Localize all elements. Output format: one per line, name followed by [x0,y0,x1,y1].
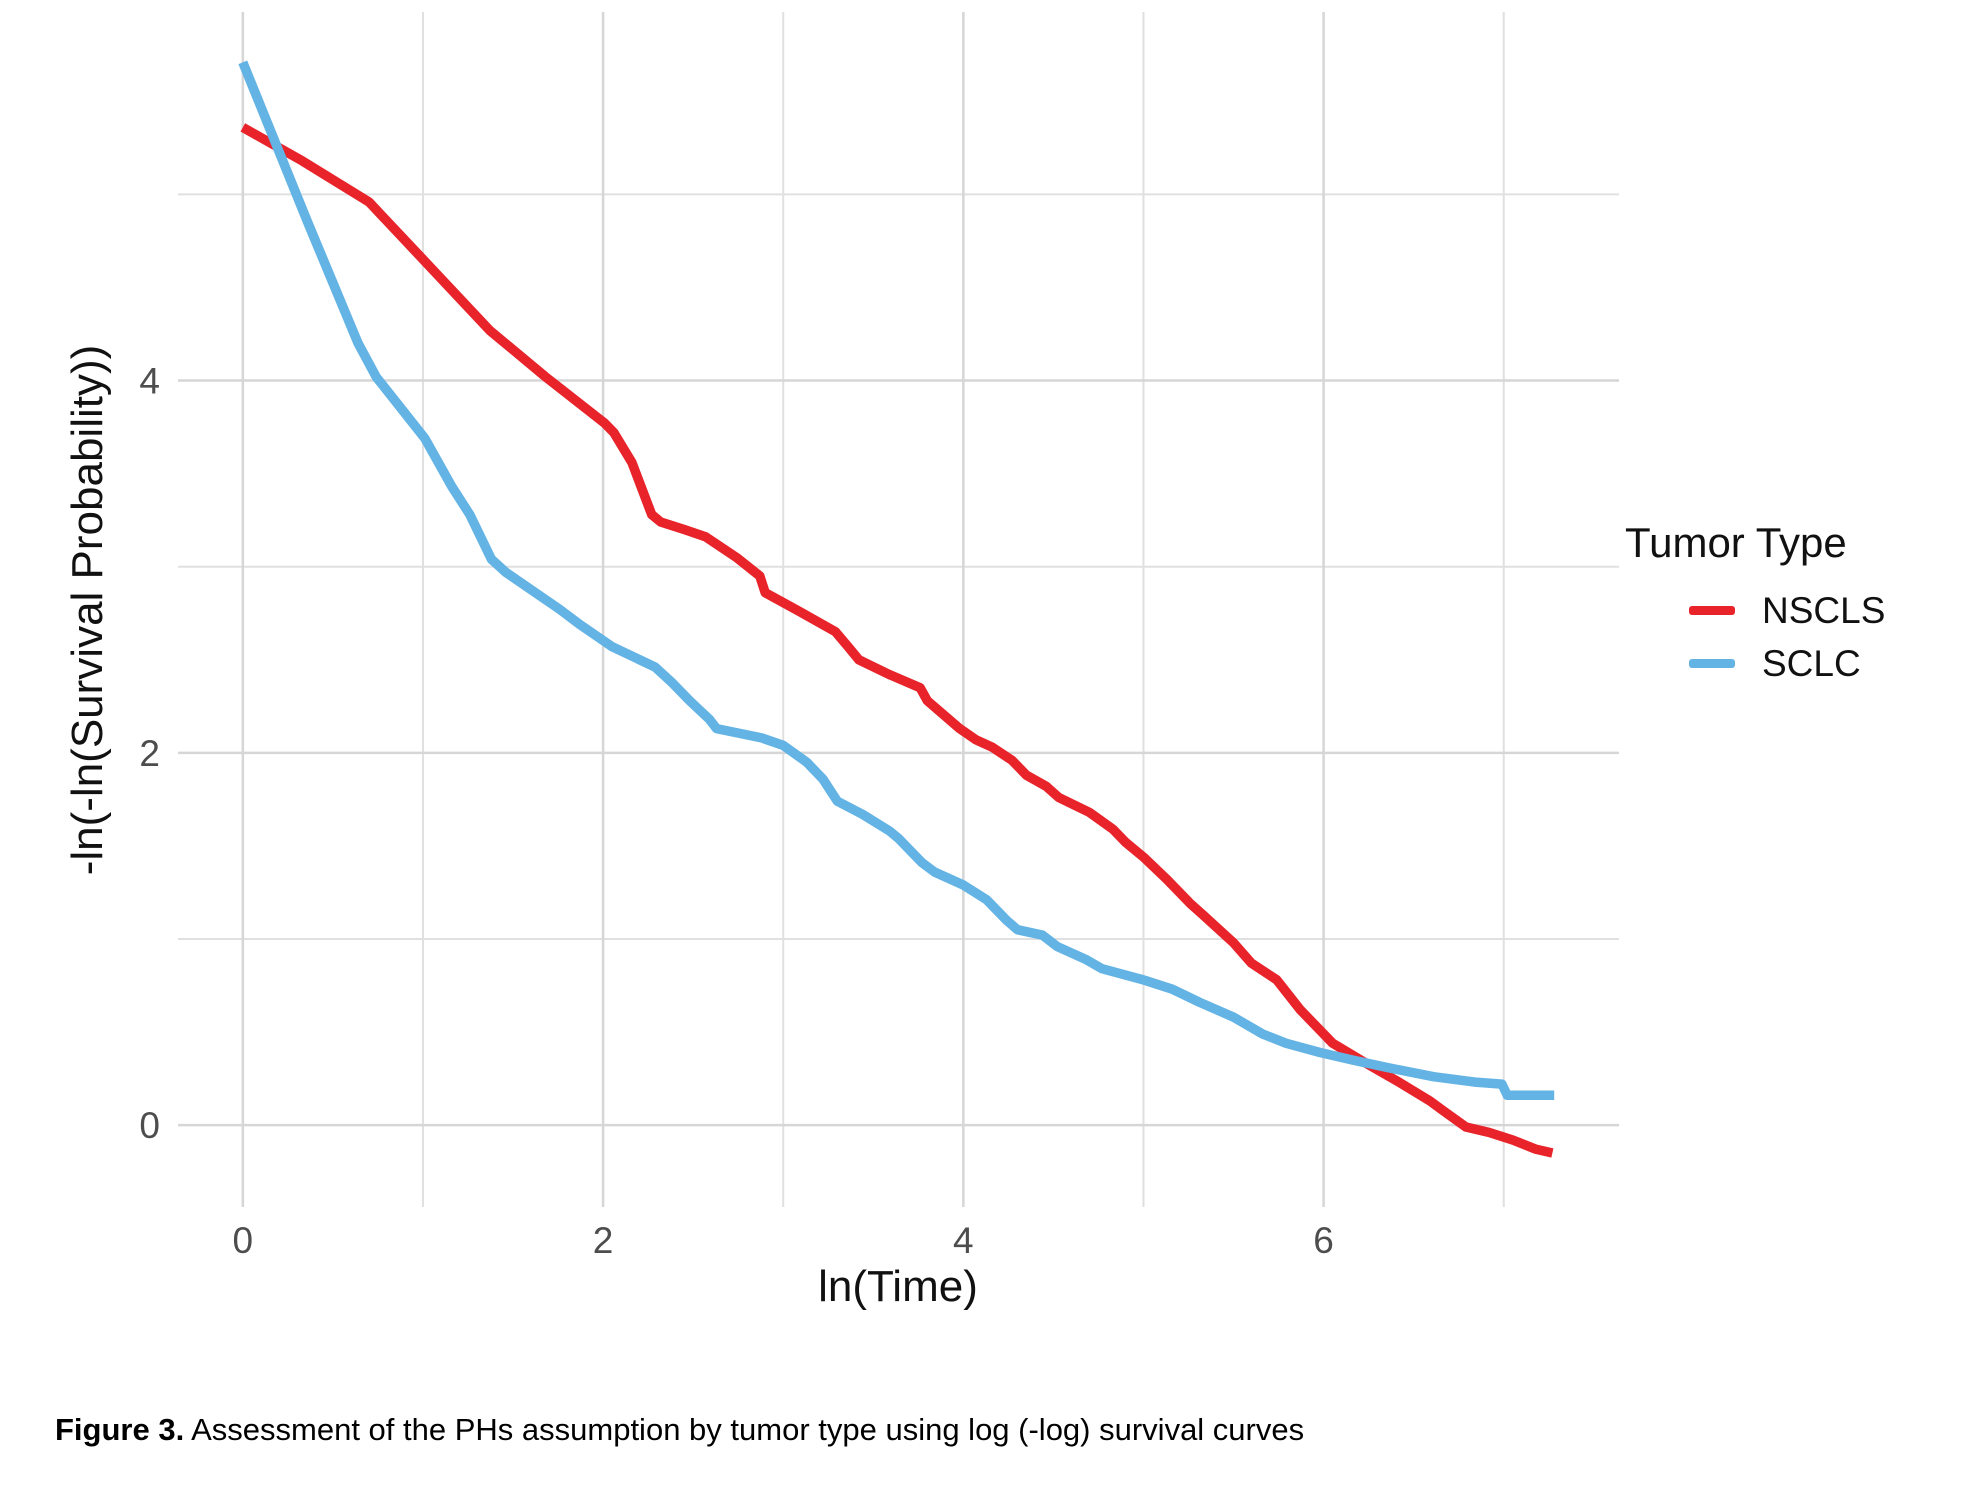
y-tick-label: 0 [139,1105,160,1146]
x-tick-label: 4 [953,1220,974,1261]
legend-item-sclc: SCLC [1625,637,1885,690]
legend: Tumor Type NSCLS SCLC [1625,522,1885,690]
caption-label: Figure 3. [55,1412,185,1447]
legend-item-nscls: NSCLS [1625,584,1885,637]
nscls-curve [240,123,1554,1158]
legend-label: NSCLS [1762,590,1886,631]
y-tick-label: 2 [139,733,160,774]
x-tick-label: 2 [593,1220,614,1261]
x-tick-label: 6 [1313,1220,1334,1261]
sclc-key-line [1689,659,1735,668]
caption-text: Assessment of the PHs assumption by tumo… [184,1412,1305,1447]
nscls-key-line [1689,606,1735,615]
figure-caption: Figure 3. Assessment of the PHs assumpti… [55,1411,1304,1449]
y-axis-title: -ln(-ln(Survival Probability)) [63,344,112,876]
sclc-curve [238,60,1555,1101]
y-tick-label: 4 [139,361,160,402]
legend-title: Tumor Type [1625,519,1847,566]
x-axis-title: ln(Time) [818,1262,978,1311]
legend-label: SCLC [1762,643,1861,684]
x-tick-label: 0 [233,1220,254,1261]
